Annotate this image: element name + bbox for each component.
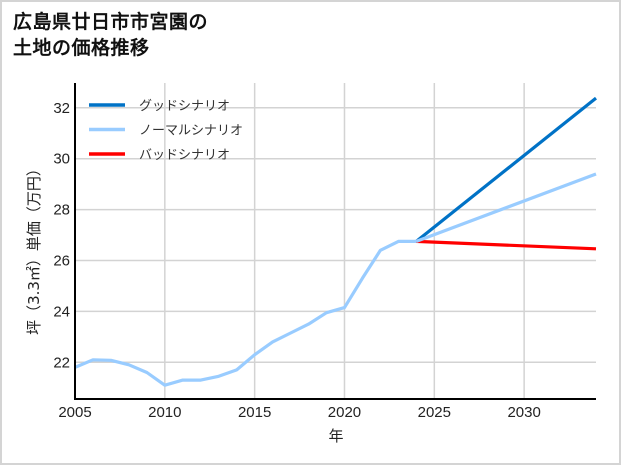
axes — [74, 83, 596, 400]
x-tick-label: 2010 — [148, 404, 181, 421]
y-tick-label: 24 — [53, 303, 70, 320]
x-tick-label: 2005 — [58, 404, 91, 421]
legend-label: グッドシナリオ — [139, 99, 230, 114]
x-tick-label: 2020 — [328, 404, 361, 421]
legend-label: バッドシナリオ — [139, 148, 230, 163]
series-lines — [74, 96, 597, 387]
series-line-historical — [74, 239, 417, 387]
y-tick-label: 30 — [53, 151, 70, 168]
x-axis-label: 年 — [328, 427, 343, 445]
y-tick-label: 22 — [53, 354, 70, 371]
tick-labels: 2005 2010 2015 2020 2025 2030 22 24 26 28 30 32 — [53, 100, 541, 421]
chart-title-line-1: 広島県廿日市市宮園の — [13, 11, 209, 33]
chart-title: 広島県廿日市市宮園の 土地の価格推移 — [13, 9, 208, 61]
series-line-forecast — [415, 172, 597, 243]
series-line-forecast — [416, 239, 597, 251]
y-tick-label: 26 — [53, 253, 70, 270]
legend-label: ノーマルシナリオ — [139, 124, 243, 139]
x-tick-label: 2030 — [507, 404, 540, 421]
chart-title-line-2: 土地の価格推移 — [13, 37, 150, 59]
series-line-forecast — [415, 96, 597, 243]
x-tick-label: 2015 — [238, 404, 271, 421]
y-tick-label: 28 — [53, 202, 70, 219]
x-tick-label: 2025 — [418, 404, 451, 421]
y-tick-label: 32 — [53, 100, 70, 117]
y-axis-label: 坪（3.3㎡）単価（万円） — [25, 161, 43, 335]
